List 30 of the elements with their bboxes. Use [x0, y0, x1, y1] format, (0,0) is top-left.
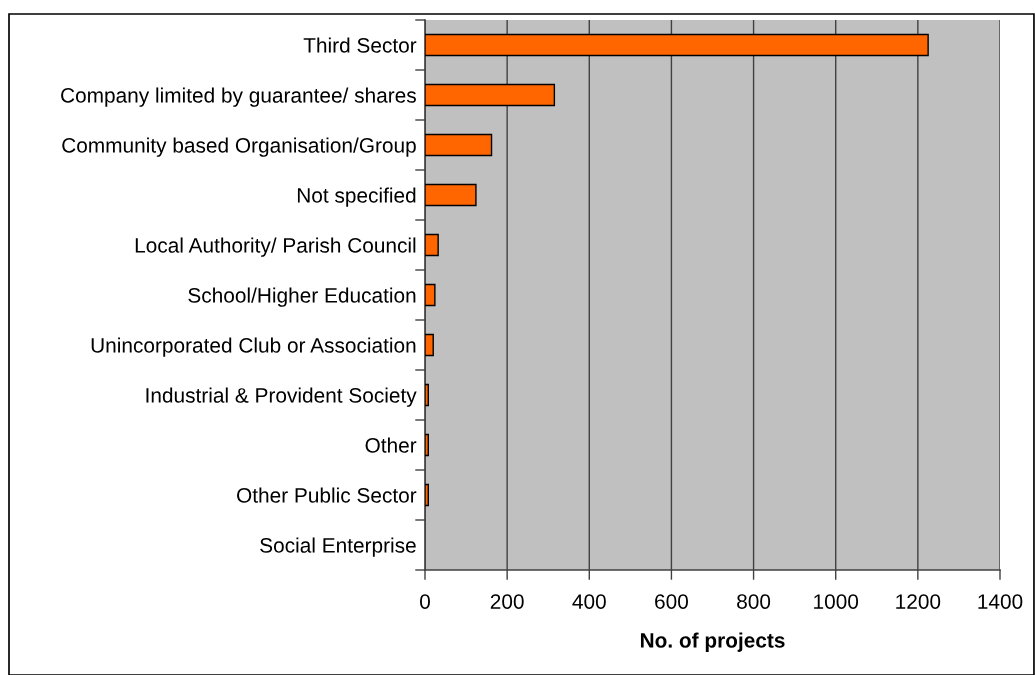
y-tick-label: Local Authority/ Parish Council: [135, 237, 416, 257]
bar: [425, 383, 429, 407]
bar: [425, 33, 929, 57]
bar: [425, 483, 429, 507]
x-tick-label: 1000: [814, 594, 859, 609]
x-axis-title: No. of projects: [640, 632, 785, 652]
x-tick-label: 200: [490, 594, 524, 609]
x-tick-label: 800: [737, 594, 771, 609]
y-tick-label: Company limited by guarantee/ shares: [61, 87, 416, 107]
bar: [425, 183, 477, 207]
bar: [425, 83, 556, 107]
x-tick-label: 600: [655, 594, 688, 609]
bar: [425, 433, 429, 457]
y-tick-label: Third Sector: [303, 37, 417, 53]
bar: [425, 333, 434, 357]
x-tick-label: 1400: [978, 594, 1023, 609]
x-tick-label: 0: [420, 594, 430, 609]
bar: [425, 283, 436, 307]
x-tick-label: 400: [572, 594, 606, 609]
y-tick-label: Not specified: [297, 187, 416, 207]
x-tick-label: 1200: [896, 594, 941, 609]
y-tick-label: Other: [365, 437, 417, 453]
y-tick-label: Unincorporated Club or Association: [91, 337, 416, 357]
y-tick-label: Community based Organisation/Group: [62, 137, 416, 157]
y-tick-label: Other Public Sector: [237, 487, 417, 503]
y-tick-label: Industrial & Provident Society: [146, 387, 417, 407]
bar: [425, 233, 439, 257]
bar: [425, 133, 493, 157]
y-tick-label: School/Higher Education: [188, 287, 416, 307]
y-tick-label: Social Enterprise: [260, 537, 416, 557]
